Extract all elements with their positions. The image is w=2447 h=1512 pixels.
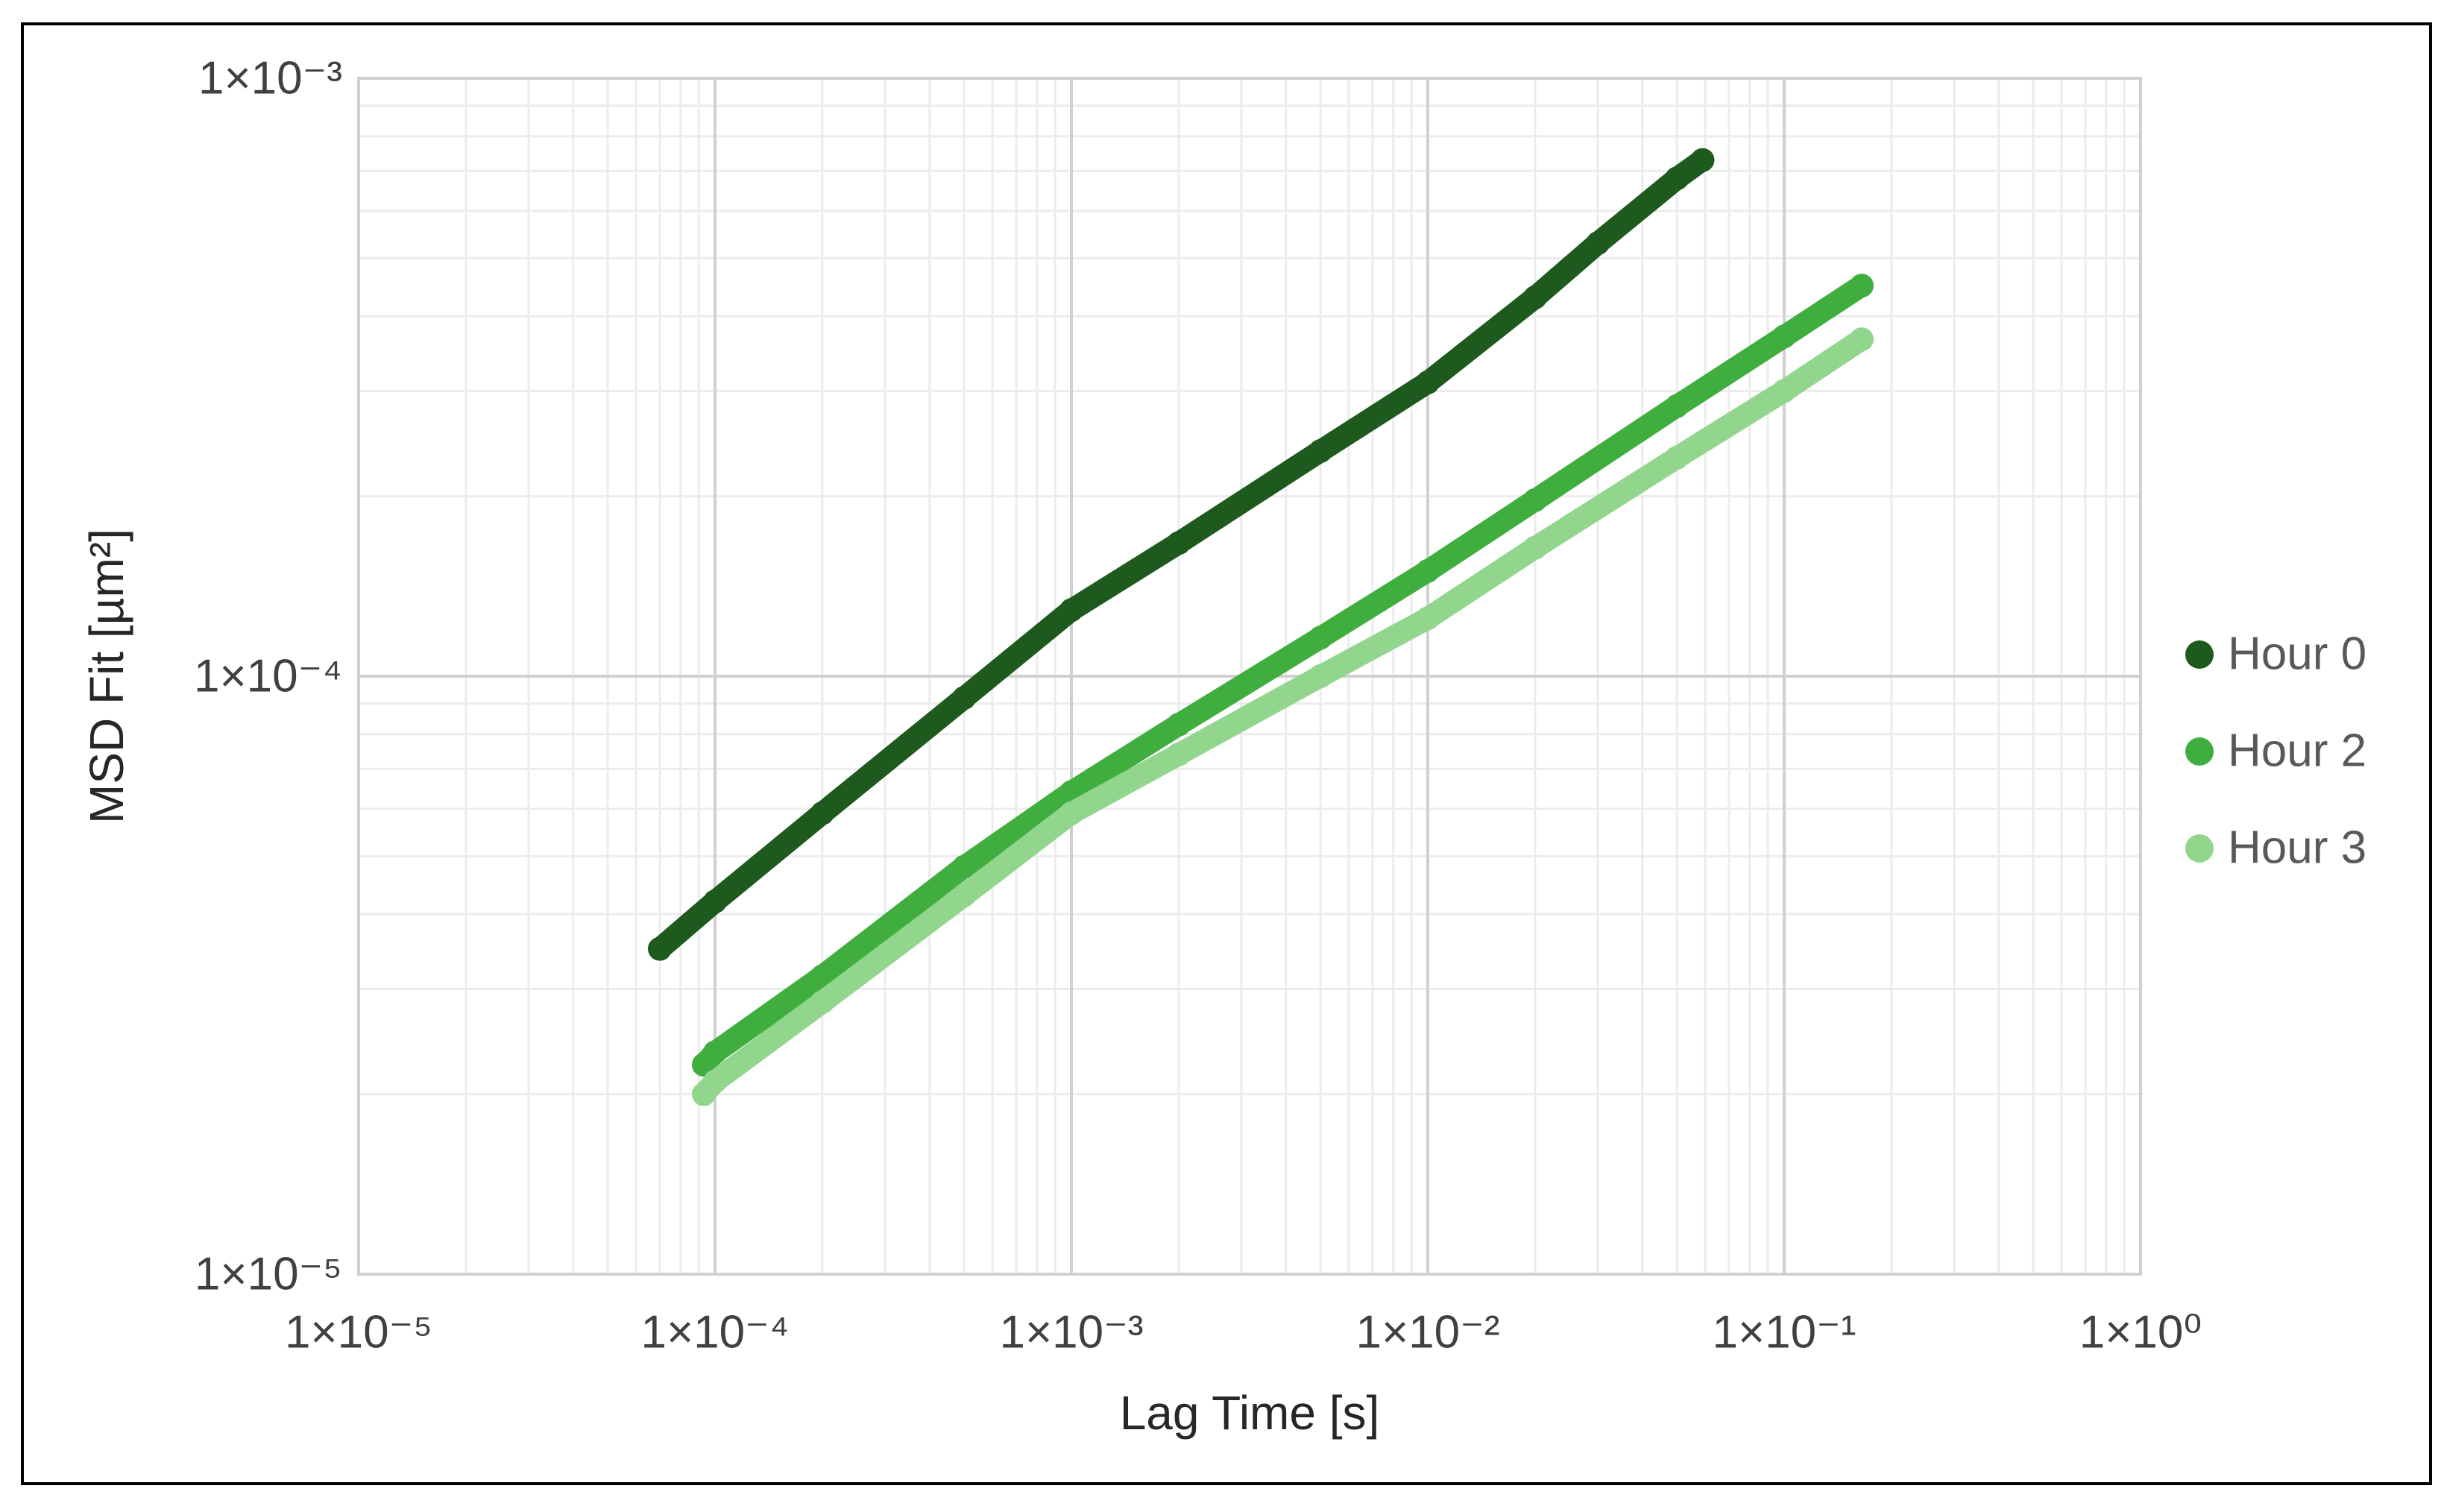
y-axis-title: MSD Fit [µm²] — [80, 529, 133, 824]
marker — [703, 1069, 727, 1094]
series-trace — [692, 274, 1873, 1077]
marker — [1166, 712, 1191, 737]
frame — [21, 22, 2432, 1485]
marker — [1059, 598, 1083, 623]
marker — [1308, 664, 1333, 688]
legend-label: Hour 3 — [2228, 822, 2366, 873]
marker — [1665, 445, 1689, 470]
y-tick-label: 1×10⁻⁵ — [195, 1248, 342, 1300]
x-tick-label: 1×10⁻² — [1355, 1306, 1499, 1358]
series-trace — [648, 148, 1714, 960]
legend-marker — [2185, 640, 2214, 669]
x-tick-label: 1×10⁰ — [2079, 1306, 2202, 1358]
marker — [952, 686, 977, 711]
x-axis-title: Lag Time [s] — [1120, 1386, 1380, 1440]
marker — [1665, 394, 1689, 418]
x-tick-label: 1×10⁻¹ — [1712, 1306, 1856, 1358]
marker — [1308, 626, 1333, 650]
marker — [1690, 148, 1715, 172]
marker — [1416, 558, 1440, 583]
series-trace — [692, 328, 1873, 1106]
marker — [1772, 379, 1796, 403]
legend-label: Hour 2 — [2228, 725, 2366, 776]
legend-marker — [2185, 834, 2214, 863]
marker — [1522, 285, 1547, 309]
marker — [703, 889, 727, 914]
marker — [810, 801, 834, 825]
marker — [1522, 488, 1547, 512]
marker — [1772, 324, 1796, 349]
marker — [1665, 166, 1689, 191]
plot-area — [357, 77, 2142, 1276]
marker — [1586, 231, 1610, 256]
marker — [1166, 742, 1191, 766]
marker — [1522, 535, 1547, 560]
legend-label: Hour 0 — [2228, 628, 2366, 679]
marker — [952, 854, 977, 879]
legend-marker — [2185, 737, 2214, 766]
x-tick-label: 1×10⁻³ — [999, 1306, 1143, 1358]
x-tick-label: 1×10⁻⁵ — [285, 1306, 432, 1358]
marker — [810, 964, 834, 989]
marker — [647, 936, 672, 961]
marker — [1308, 438, 1333, 463]
marker — [1849, 274, 1874, 298]
marker — [1849, 327, 1874, 352]
marker — [810, 990, 834, 1015]
marker — [703, 1040, 727, 1065]
x-tick-label: 1×10⁻⁴ — [640, 1306, 789, 1358]
marker — [1416, 606, 1440, 631]
marker — [1059, 801, 1083, 825]
marker — [1416, 370, 1440, 394]
marker — [952, 883, 977, 907]
y-tick-label: 1×10⁻³ — [198, 52, 342, 104]
marker — [1166, 531, 1191, 555]
y-tick-label: 1×10⁻⁴ — [194, 650, 342, 702]
